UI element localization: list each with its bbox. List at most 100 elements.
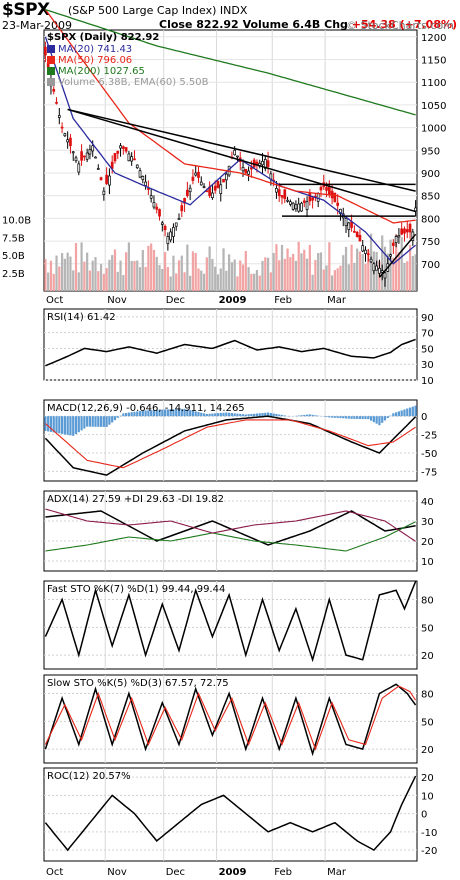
symbol-description: (S&P 500 Large Cap Index) INDX: [68, 4, 248, 17]
volume-bar: [255, 269, 259, 291]
macd-histogram-bar: [317, 415, 320, 417]
volume-bar: [147, 245, 150, 291]
macd-histogram-bar: [211, 413, 214, 417]
candle-body: [88, 149, 92, 155]
volume-bar: [94, 257, 97, 291]
indicator-tick-label: 20: [421, 537, 434, 548]
legend-entry: MA(20) 741.43: [58, 44, 132, 55]
indicator-tick-label: 30: [421, 517, 434, 528]
macd-histogram-bar: [130, 412, 133, 417]
volume-bar: [247, 267, 250, 291]
panel-frame-5: [43, 674, 418, 764]
macd-histogram-bar: [272, 413, 275, 417]
price-tick-label: 900: [421, 169, 440, 180]
candle-body: [319, 186, 323, 191]
volume-bar: [225, 270, 228, 291]
macd-histogram-bar: [86, 416, 89, 427]
macd-histogram-bar: [336, 416, 339, 418]
indicator-tick-label: 80: [421, 690, 434, 701]
volume-bar: [219, 268, 222, 291]
candle-body: [127, 153, 131, 162]
macd-histogram-bar: [261, 413, 264, 417]
volume-bar: [319, 252, 323, 291]
indicator-tick-label: -10: [421, 828, 437, 839]
volume-bar: [116, 271, 119, 291]
macd-histogram-bar: [105, 416, 108, 427]
macd-histogram-bar: [177, 409, 181, 417]
indicator-tick-label: -75: [421, 467, 437, 478]
indicator-tick-label: 50: [421, 623, 434, 634]
volume-bar: [294, 260, 298, 291]
volume-bar: [339, 265, 342, 291]
indicator-tick-label: 50: [421, 344, 434, 355]
macd-histogram-bar: [208, 413, 211, 417]
candle-body: [247, 170, 250, 175]
candle-body: [355, 231, 359, 237]
volume-bar: [136, 260, 139, 291]
panel-frame-4: [43, 580, 418, 670]
candle-body: [280, 195, 284, 198]
indicator-tick-label: 10: [421, 376, 434, 387]
macd-histogram-bar: [372, 416, 375, 423]
macd-histogram-bar: [369, 416, 373, 421]
macd-histogram-bar: [189, 410, 192, 417]
macd-histogram-bar: [183, 408, 186, 417]
volume-bar: [111, 255, 114, 291]
price-tick-label: 1150: [421, 56, 446, 67]
indicator-title: Slow STO %K(5) %D(3) 67.57, 72.75: [47, 678, 229, 689]
volume-bar: [186, 244, 189, 291]
macd-histogram-bar: [144, 410, 147, 417]
indicator-tick-label: 20: [421, 745, 434, 756]
indicator-tick-label: 0: [421, 810, 427, 821]
candle-body: [222, 178, 225, 183]
bottom-month-label: Feb: [274, 867, 292, 878]
macd-histogram-bar: [166, 409, 169, 417]
volume-value: 6.4B: [292, 18, 321, 31]
volume-bar: [208, 246, 211, 291]
price-tick-label: 1100: [421, 78, 446, 89]
macd-histogram-bar: [269, 413, 272, 417]
bottom-month-label: Oct: [46, 867, 63, 878]
macd-histogram-bar: [158, 409, 161, 417]
macd-histogram-bar: [328, 416, 331, 418]
panel-frame-2: [43, 399, 418, 482]
candle-body: [69, 137, 72, 147]
volume-bar: [216, 274, 220, 291]
volume-tick-label: 10.0B: [2, 215, 31, 226]
candle-body: [216, 180, 220, 188]
candle-body: [286, 199, 289, 202]
macd-histogram-bar: [330, 416, 334, 418]
macd-histogram-bar: [303, 414, 306, 417]
volume-bar: [400, 237, 403, 291]
volume-bar: [63, 258, 66, 291]
volume-bar: [66, 252, 69, 291]
candle-body: [263, 159, 267, 169]
macd-histogram-bar: [161, 409, 164, 417]
volume-bar: [55, 255, 58, 291]
candle-body: [347, 222, 351, 230]
candle-body: [163, 225, 167, 231]
volume-bar: [389, 239, 392, 291]
volume-bar: [99, 264, 103, 291]
volume-bar: [317, 253, 320, 291]
volume-bar: [49, 260, 53, 291]
macd-histogram-bar: [280, 414, 284, 417]
macd-histogram-bar: [141, 410, 144, 417]
volume-bar: [392, 257, 395, 291]
candle-body: [74, 157, 78, 162]
indicator-title: RSI(14) 61.42: [47, 312, 116, 323]
candle-body: [180, 205, 184, 212]
volume-bar: [286, 248, 289, 291]
indicator-tick-label: 0: [421, 412, 427, 423]
candle-body: [250, 167, 253, 170]
panel-frame-0: [43, 29, 418, 292]
macd-histogram-bar: [275, 413, 278, 417]
volume-bar: [233, 259, 236, 291]
macd-histogram-bar: [297, 415, 300, 417]
volume-bar: [138, 267, 142, 291]
candle-body: [266, 160, 270, 167]
candle-body: [378, 267, 381, 274]
volume-bar: [411, 256, 414, 291]
price-tick-label: 850: [421, 192, 440, 203]
macd-histogram-bar: [136, 411, 139, 417]
